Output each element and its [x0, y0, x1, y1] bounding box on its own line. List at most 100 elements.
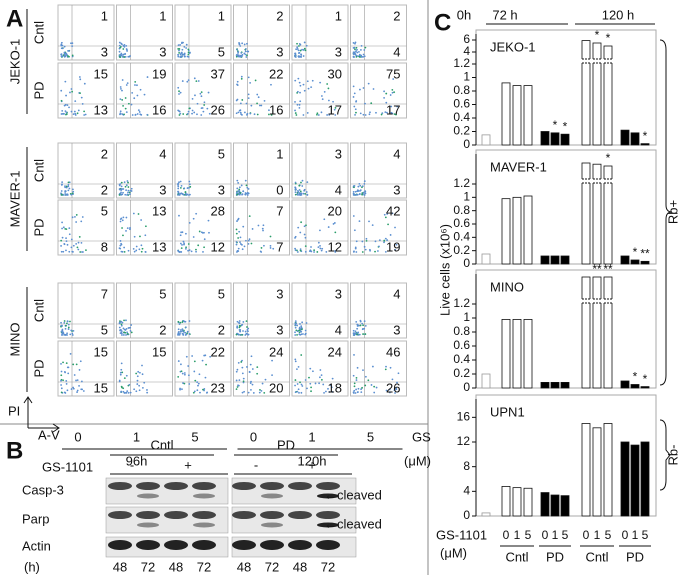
- event-dot: [370, 384, 373, 386]
- event-dot: [121, 334, 123, 336]
- event-dot: [208, 231, 210, 234]
- event-dot: [236, 386, 239, 388]
- event-dot: [395, 388, 398, 391]
- event-dot: [180, 51, 183, 54]
- event-dot: [261, 227, 264, 230]
- y-tick-label: 0: [463, 380, 470, 394]
- event-dot: [187, 51, 190, 54]
- event-dot: [383, 239, 386, 242]
- event-dot: [120, 320, 123, 323]
- bar: [512, 196, 522, 265]
- event-dot: [334, 251, 337, 253]
- event-dot: [127, 249, 130, 252]
- event-dot: [302, 114, 305, 116]
- event-dot: [364, 384, 367, 387]
- event-dot: [237, 111, 240, 114]
- quadrant-value: 3: [335, 44, 342, 59]
- event-dot: [358, 324, 360, 327]
- quadrant-value: 5: [159, 286, 166, 301]
- event-dot: [180, 192, 183, 195]
- event-dot: [121, 89, 123, 92]
- flow-plot: [233, 282, 290, 339]
- event-dot: [312, 370, 314, 373]
- event-dot: [201, 359, 204, 362]
- rb-label: Rb-: [665, 445, 680, 466]
- event-dot: [119, 240, 122, 242]
- event-dot: [71, 250, 74, 253]
- event-dot: [299, 248, 302, 251]
- event-dot: [178, 114, 181, 116]
- event-dot: [353, 382, 356, 385]
- event-dot: [62, 226, 65, 229]
- event-dot: [356, 325, 359, 327]
- event-dot: [386, 213, 389, 215]
- event-dot: [66, 243, 69, 246]
- event-dot: [263, 99, 266, 102]
- event-dot: [178, 93, 180, 95]
- event-dot: [363, 55, 366, 58]
- blot-label: Actin: [22, 538, 51, 553]
- event-dot: [193, 77, 196, 80]
- event-dot: [317, 114, 320, 116]
- event-dot: [388, 391, 391, 394]
- event-dot: [236, 368, 239, 371]
- y-tick-label: 4: [463, 484, 470, 498]
- event-dot: [304, 192, 307, 195]
- event-dot: [188, 107, 191, 110]
- bar: [640, 143, 650, 146]
- event-dot: [353, 46, 356, 49]
- y-tick-label: 0: [463, 137, 470, 151]
- event-dot: [179, 43, 182, 46]
- event-dot: [119, 218, 122, 221]
- dose-label: 0: [583, 528, 590, 542]
- event-dot: [134, 114, 137, 116]
- event-dot: [118, 188, 121, 191]
- quadrant-value: 4: [393, 44, 400, 59]
- event-dot: [319, 376, 321, 379]
- event-dot: [191, 355, 194, 357]
- event-dot: [304, 245, 307, 248]
- event-dot: [195, 248, 197, 251]
- time-label: 48: [113, 559, 127, 574]
- event-dot: [248, 215, 251, 218]
- event-dot: [264, 378, 267, 381]
- quadrant-value: 3: [276, 44, 283, 59]
- event-dot: [359, 190, 361, 192]
- bar: [603, 45, 613, 146]
- event-dot: [183, 242, 186, 245]
- time-label: 120h: [298, 453, 327, 468]
- band: [164, 511, 188, 519]
- event-dot: [126, 331, 129, 334]
- chart-name: JEKO-1: [490, 39, 536, 54]
- event-dot: [241, 243, 243, 246]
- chart-name: MINO: [490, 279, 524, 294]
- event-dot: [237, 250, 240, 252]
- event-dot: [325, 251, 328, 253]
- event-dot: [363, 49, 366, 51]
- event-dot: [123, 44, 126, 46]
- event-dot: [243, 245, 246, 248]
- event-dot: [181, 231, 184, 234]
- event-dot: [296, 368, 298, 371]
- event-dot: [68, 55, 70, 58]
- event-dot: [251, 383, 254, 386]
- event-dot: [136, 379, 139, 382]
- event-dot: [185, 194, 188, 196]
- event-dot: [359, 184, 362, 187]
- dose-label: 1: [514, 528, 521, 542]
- quadrant-value: 75: [386, 66, 400, 81]
- event-dot: [65, 240, 68, 243]
- event-dot: [138, 248, 141, 251]
- quadrant-value: 13: [152, 203, 166, 218]
- bar: [540, 492, 550, 517]
- band: [232, 482, 256, 490]
- event-dot: [177, 86, 180, 89]
- event-dot: [183, 373, 186, 376]
- event-dot: [191, 112, 193, 115]
- event-dot: [68, 233, 71, 236]
- quadrant-value: 19: [152, 66, 166, 81]
- event-dot: [237, 384, 240, 387]
- event-dot: [241, 323, 244, 326]
- flow-plot: [350, 62, 407, 119]
- dose-label: 5: [367, 429, 374, 444]
